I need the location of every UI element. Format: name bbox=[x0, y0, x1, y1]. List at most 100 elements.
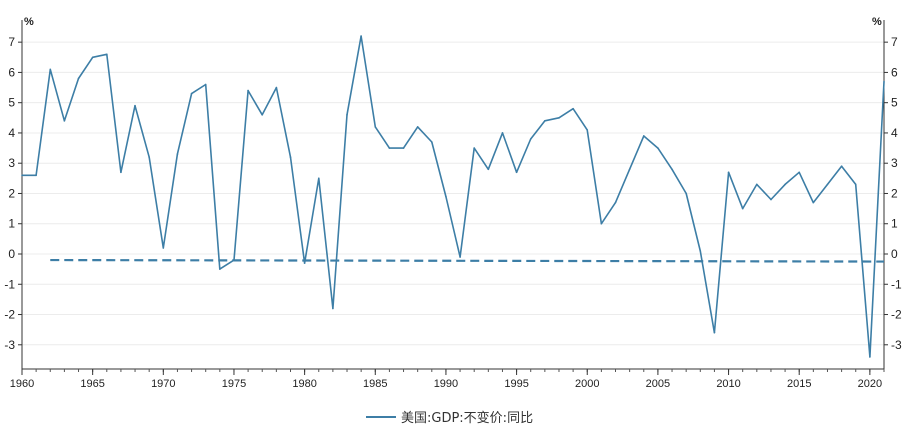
data-point bbox=[784, 183, 786, 186]
data-point bbox=[544, 120, 546, 122]
trend-line bbox=[50, 258, 885, 263]
data-point bbox=[445, 195, 447, 198]
data-point bbox=[360, 35, 362, 37]
data-point bbox=[657, 147, 659, 149]
data-point bbox=[303, 262, 306, 264]
data-point bbox=[346, 113, 348, 116]
data-point bbox=[402, 147, 405, 149]
data-point bbox=[416, 126, 419, 128]
data-point bbox=[431, 141, 433, 143]
data-point bbox=[388, 147, 391, 149]
x-tick-label: 1995 bbox=[504, 378, 528, 390]
data-point bbox=[614, 201, 617, 204]
y-tick-label-left: 1 bbox=[8, 217, 15, 231]
data-point bbox=[204, 83, 207, 86]
data-point bbox=[600, 222, 603, 225]
data-point bbox=[572, 107, 574, 110]
data-point bbox=[741, 207, 744, 210]
data-point bbox=[812, 201, 815, 204]
data-point bbox=[515, 171, 518, 174]
x-tick-label: 1975 bbox=[222, 378, 246, 390]
series-line bbox=[22, 35, 885, 358]
data-point bbox=[699, 250, 702, 252]
y-tick-label-left: -1 bbox=[4, 277, 15, 291]
y-tick-label-right: -3 bbox=[891, 338, 902, 352]
data-point bbox=[289, 156, 292, 158]
data-point bbox=[176, 153, 179, 155]
legend-label: 美国:GDP:不变价:同比 bbox=[401, 410, 533, 426]
data-point bbox=[49, 68, 52, 71]
data-point bbox=[247, 89, 249, 92]
x-tick-label: 2000 bbox=[575, 378, 599, 390]
data-point bbox=[261, 113, 264, 116]
data-point bbox=[134, 104, 136, 107]
data-point bbox=[374, 126, 377, 128]
y-tick-label-right: 1 bbox=[891, 217, 898, 231]
x-tick-label: 1990 bbox=[434, 378, 458, 390]
data-point bbox=[35, 174, 37, 177]
series-layer bbox=[21, 35, 885, 358]
y-tick-label-left: 5 bbox=[8, 96, 15, 110]
y-tick-label-left: 0 bbox=[8, 247, 15, 261]
y-tick-label-right: 0 bbox=[891, 247, 898, 261]
y-tick-label-right: -2 bbox=[891, 308, 902, 322]
y-tick-label-left: -3 bbox=[4, 338, 15, 352]
data-point bbox=[233, 259, 235, 261]
data-point bbox=[558, 117, 560, 119]
data-point bbox=[120, 171, 122, 174]
legend: 美国:GDP:不变价:同比 bbox=[366, 410, 533, 426]
data-point bbox=[642, 135, 645, 137]
y-tick-label-left: 3 bbox=[8, 156, 15, 170]
data-point bbox=[869, 356, 871, 358]
y-unit-right: % bbox=[872, 16, 882, 28]
data-point bbox=[883, 80, 885, 83]
data-point bbox=[586, 129, 589, 131]
x-tick-label: 2005 bbox=[646, 378, 670, 390]
x-tick-label: 1970 bbox=[151, 378, 175, 390]
data-point bbox=[840, 165, 843, 168]
data-point bbox=[826, 183, 829, 186]
data-point bbox=[473, 147, 475, 149]
data-point bbox=[162, 247, 165, 249]
data-point bbox=[190, 92, 193, 95]
data-point bbox=[671, 168, 673, 171]
x-tick-label: 1985 bbox=[363, 378, 387, 390]
x-tick-label: 2010 bbox=[716, 378, 740, 390]
data-point bbox=[713, 331, 716, 334]
data-point bbox=[91, 56, 94, 59]
y-tick-label-left: 2 bbox=[8, 186, 15, 200]
x-tick-label: 2015 bbox=[787, 378, 811, 390]
y-tick-label-right: 4 bbox=[891, 126, 898, 140]
data-point bbox=[727, 171, 730, 174]
data-point bbox=[685, 192, 687, 195]
data-point bbox=[854, 183, 857, 186]
y-tick-label-right: 5 bbox=[891, 96, 898, 110]
x-tick-label: 1980 bbox=[292, 378, 316, 390]
y-tick-label-left: 7 bbox=[8, 35, 15, 49]
data-point bbox=[332, 307, 334, 310]
data-point bbox=[459, 256, 461, 258]
y-tick-label-right: 2 bbox=[891, 186, 898, 200]
data-point bbox=[756, 183, 758, 186]
y-tick-label-left: 6 bbox=[8, 65, 15, 79]
x-tick-label: 1965 bbox=[80, 378, 104, 390]
data-point bbox=[219, 268, 221, 270]
data-point bbox=[770, 198, 772, 201]
y-tick-label-right: -1 bbox=[891, 277, 902, 291]
data-point bbox=[317, 177, 320, 180]
grid-lines bbox=[22, 41, 884, 346]
axes: % % -3 -3 -2 -2 -1 -1 0 0 1 1 2 2 3 3 4 4 5 5 6 6 7 7 1960 1965… bbox=[4, 16, 902, 390]
data-point bbox=[529, 138, 532, 140]
y-tick-label-right: 3 bbox=[891, 156, 898, 170]
y-tick-label-left: -2 bbox=[4, 308, 15, 322]
data-point bbox=[501, 132, 504, 134]
x-tick-label: 1960 bbox=[10, 378, 34, 390]
y-tick-label-left: 4 bbox=[8, 126, 15, 140]
data-point bbox=[798, 171, 801, 174]
data-point bbox=[77, 77, 80, 80]
data-point bbox=[275, 86, 278, 89]
x-tick-label: 2020 bbox=[858, 378, 882, 390]
data-point bbox=[105, 53, 108, 56]
